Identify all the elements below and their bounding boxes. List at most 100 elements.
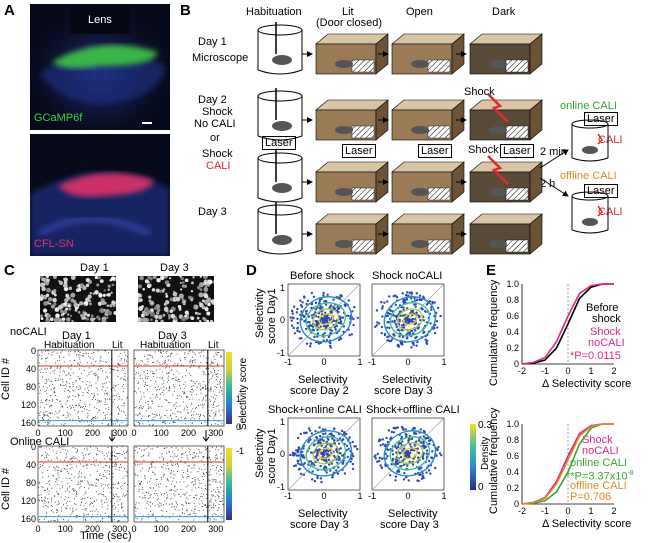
cell-dot <box>177 305 182 309</box>
cell-dot <box>182 281 185 284</box>
c-xtick: 0 <box>131 428 136 438</box>
mouse-icon <box>272 121 292 131</box>
e-before-1: Before <box>586 302 619 314</box>
cell-dot <box>167 314 172 318</box>
cali-label: CALI <box>206 160 231 172</box>
cell-dot <box>150 301 154 305</box>
cell-dot <box>77 311 81 314</box>
e-p-top: *P=0.0115 <box>570 350 621 362</box>
mouse-icon <box>411 60 429 68</box>
cell-dot <box>40 282 46 288</box>
cell-dot <box>54 293 57 297</box>
c-xtick: 100 <box>58 428 73 438</box>
cell-dot <box>79 301 84 306</box>
cell-dot <box>68 307 72 311</box>
cell-dot <box>89 302 92 306</box>
panel-label-d: D <box>246 262 257 279</box>
cell-dot <box>188 295 192 300</box>
c-ytick: 160 <box>21 514 36 524</box>
cell-dot <box>54 317 59 322</box>
e-ytick: 0.4 <box>506 467 519 477</box>
cell-dot <box>58 318 63 322</box>
cell-dot <box>173 290 176 293</box>
cell-dot <box>190 281 194 285</box>
density-contour-2 <box>312 442 340 465</box>
cell-dot <box>204 307 209 312</box>
offline-cali-cylinder <box>571 191 609 234</box>
e-ytick: 0.4 <box>506 327 519 337</box>
cell-dot <box>63 283 68 288</box>
cell-dot <box>175 297 181 302</box>
shock-bolt-2 <box>487 155 509 185</box>
panel-label-b: B <box>180 2 191 19</box>
protocol-schematic <box>257 22 609 255</box>
cell-dot <box>113 310 116 315</box>
cell-dot <box>163 288 166 291</box>
density-contour-0 <box>299 430 353 477</box>
e-xlabel-2: Δ Selectivity score <box>542 518 632 530</box>
e-xtick: 2 <box>611 506 616 516</box>
cell-dot <box>80 313 84 318</box>
d-density-max: 0.3 <box>478 420 492 431</box>
cell-dot <box>52 276 57 279</box>
c-lit-1: Lit <box>112 340 123 351</box>
d-ytick: 0 <box>280 449 285 459</box>
d-xtick: -1 <box>368 357 376 367</box>
c-habituation-1: Habituation <box>44 340 95 351</box>
d-xlabel-2b: score Day 3 <box>374 385 433 397</box>
cell-dot <box>184 278 189 283</box>
cell-dot <box>196 316 200 320</box>
e-nocali-2: noCALI <box>588 337 625 349</box>
e-xtick: 0 <box>565 366 570 376</box>
c-xtick: 200 <box>85 524 100 534</box>
cell-dot <box>98 293 103 298</box>
c-xtick: 100 <box>154 524 169 534</box>
cfl-label: CFL-SN <box>34 238 74 250</box>
cell-dot <box>203 287 209 292</box>
cell-dot <box>206 319 210 322</box>
c-day3-image <box>138 276 214 322</box>
cell-dot <box>156 278 161 283</box>
e-nocali-1: Shock <box>590 326 621 338</box>
cell-dot <box>85 283 90 288</box>
c-day3-title: Day 3 <box>160 262 189 274</box>
e-xtick: -1 <box>541 366 549 376</box>
arena-box-3-0 <box>315 213 389 255</box>
cell-dot <box>109 304 113 308</box>
cell-dot <box>201 305 206 310</box>
cell-dot <box>45 276 50 278</box>
cell-dot <box>52 289 57 293</box>
scatter-before-shock: -1 0 1 -1 0 1 <box>277 283 363 367</box>
cell-dot <box>148 295 152 299</box>
d-xlabel-4b: score Day 3 <box>380 519 439 531</box>
cell-dot <box>100 300 106 305</box>
cell-dot <box>199 288 203 292</box>
cell-dot <box>64 298 69 303</box>
cell-dot <box>55 313 60 319</box>
cell-dot <box>86 298 90 301</box>
mouse-icon <box>335 188 353 196</box>
cell-dot <box>53 302 57 306</box>
d-xtick: -1 <box>284 491 292 501</box>
e-online: online CALI <box>570 457 627 469</box>
cell-dot <box>92 292 95 295</box>
mouse-icon <box>411 240 429 248</box>
c-xtick: 100 <box>58 524 73 534</box>
cell-dot <box>151 288 156 292</box>
c-day1-image <box>40 276 116 322</box>
d-xtick: 0 <box>321 357 326 367</box>
laser-box-offline: Laser <box>584 184 618 198</box>
cell-dot <box>69 314 73 317</box>
stage-habituation: Habituation <box>246 6 302 18</box>
arena-box-0-1 <box>391 33 465 75</box>
cell-dot <box>65 307 69 311</box>
cell-dot <box>62 320 65 322</box>
cell-dot <box>42 277 46 282</box>
cell-dot <box>180 276 184 281</box>
day2-label: Day 2 <box>198 94 227 106</box>
mouse-icon <box>489 240 507 248</box>
laser-box-3: Laser <box>418 144 452 158</box>
cell-dot <box>179 276 182 278</box>
cell-dot <box>204 300 209 305</box>
cell-dot <box>52 297 57 303</box>
